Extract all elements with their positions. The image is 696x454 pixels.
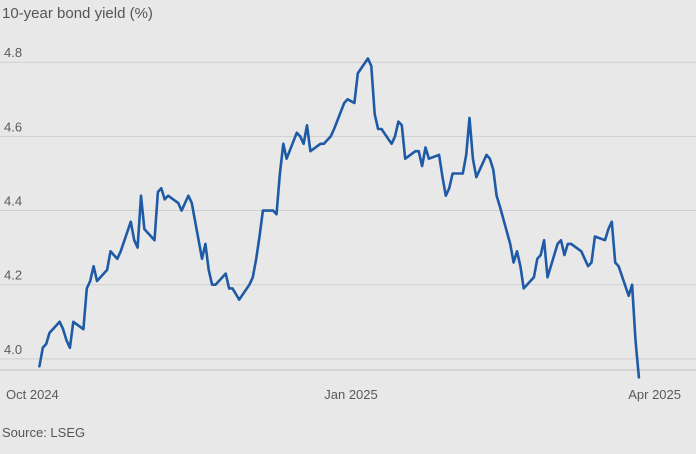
y-tick-label: 4.0 [4,342,22,357]
chart-source: Source: LSEG [2,425,86,440]
y-tick-label: 4.2 [4,268,22,283]
series-line [38,57,641,379]
gridlines [0,61,696,371]
y-tick-label: 4.4 [4,194,22,209]
series-layer [38,57,641,379]
y-tick-label: 4.6 [4,119,22,134]
chart-title: 10-year bond yield (%) [2,5,153,22]
x-tick-label: Jan 2025 [324,387,378,402]
x-axis-ticks: Oct 2024 Jan 2025 Apr 2025 [6,387,681,402]
x-tick-label: Oct 2024 [6,387,59,402]
x-tick-label: Apr 2025 [628,387,681,402]
y-axis-ticks: 4.0 4.2 4.4 4.6 4.8 [4,45,22,357]
y-tick-label: 4.8 [4,45,22,60]
